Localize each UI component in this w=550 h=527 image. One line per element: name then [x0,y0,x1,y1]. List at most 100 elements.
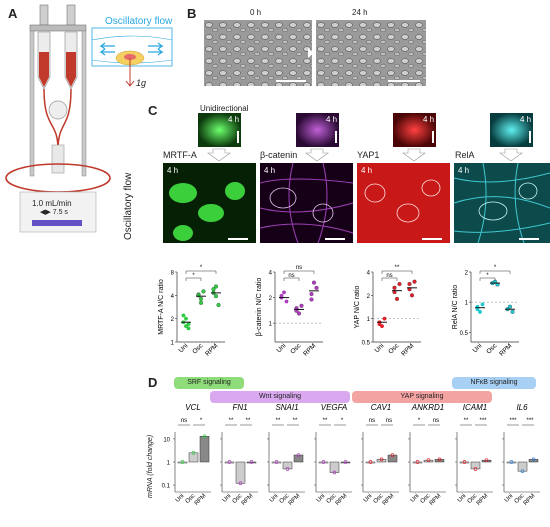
flow-rate-label: 1.0 mL/min [32,199,72,208]
x-tick-label: Uni [410,493,421,504]
y-tick-label: 1 [367,317,371,323]
significance-mark: ns [433,418,439,424]
x-tick-label: RPM [241,493,255,507]
significance-bracket [381,270,413,274]
data-point [426,458,431,463]
data-point [201,289,206,294]
data-point [332,470,337,475]
gene-label: ANKRD1 [411,404,444,412]
significance-mark: ** [323,418,328,424]
data-point [296,453,301,457]
y-tick-label: 4 [367,271,371,277]
data-point [409,293,415,298]
x-tick-label: RPM [302,342,317,357]
gravity-label: 1g [136,78,147,88]
data-point [279,293,284,298]
data-point [379,457,384,462]
significance-bracket [479,270,511,274]
significance-bracket [185,277,202,281]
data-point [211,287,216,292]
y-tick-label: 2 [465,271,469,277]
image-time-label: 4 h [458,166,470,175]
bar [340,461,351,464]
x-tick-label: Uni [457,493,468,504]
significance-mark: * [200,265,203,271]
image-time-label: 4 h [264,166,276,175]
x-tick-label: Osc [326,493,338,505]
bar [365,461,376,464]
data-point [285,467,290,471]
x-tick-label: RPM [476,493,490,507]
significance-mark: ** [293,418,298,424]
significance-mark: ** [395,265,400,271]
x-tick-label: Uni [222,493,233,504]
data-point [475,307,480,312]
data-point [311,280,317,285]
x-tick-label: Uni [363,493,374,504]
data-point [382,316,387,321]
x-tick-label: Osc [185,493,197,505]
y-tick-label: 1 [465,301,469,307]
data-point [299,303,304,308]
panel-label-d: D [148,375,158,390]
bar [235,461,246,484]
y-tick-label: 10 [163,437,170,443]
significance-mark: * [341,418,344,424]
data-point [368,460,373,464]
significance-mark: ** [276,418,281,424]
significance-mark: ns [369,418,375,424]
y-tick-label: 0.5 [362,341,371,347]
data-point [213,284,219,289]
data-point [191,450,196,455]
data-point [397,281,402,287]
period-label: ◀▶ 7.5 s [40,208,68,216]
data-point [282,290,286,295]
wnt-signaling-band: Wnt signaling [210,391,350,403]
significance-bracket [381,277,398,281]
bar [412,461,423,464]
phase-contrast-images [204,20,426,86]
y-tick-label: 4 [171,294,175,300]
mrna-ylabel: mRNA (fold change) [147,434,154,498]
panel-label-b: B [187,6,197,21]
data-point [390,453,395,457]
panel-label-c: C [148,103,158,118]
x-tick-label: Osc [467,493,479,505]
significance-mark: *** [526,418,534,424]
gene-label: ICAM1 [463,404,487,412]
bar [271,461,282,464]
significance-mark: * [486,273,489,279]
significance-bracket [185,270,217,274]
x-tick-label: RPM [288,493,302,507]
data-point [249,460,254,464]
significance-mark: ns [296,265,302,271]
data-point [392,285,397,290]
x-tick-label: Osc [387,342,401,356]
immunofluorescence-images [163,113,550,243]
marker-label-yap1: YAP1 [357,150,380,160]
data-point [213,294,219,299]
bar [470,461,481,470]
x-tick-label: RPM [204,342,219,357]
marker-label-rela: RelA [455,150,475,160]
significance-bracket [479,277,496,281]
y-axis-label: MRTF-A N/C ratio [158,279,165,335]
data-point [216,302,221,308]
bar [246,461,257,464]
y-tick-label: 4 [269,271,273,277]
x-tick-label: RPM [382,493,396,507]
x-tick-label: RPM [335,493,349,507]
data-point [480,302,485,307]
x-tick-label: RPM [498,342,513,357]
x-tick-label: RPM [429,493,443,507]
x-tick-label: Osc [232,493,244,505]
bar [224,461,235,464]
bar [387,454,398,463]
y-tick-label: 1 [171,341,175,347]
y-tick-label: 8 [171,271,175,277]
srf-signaling-band: SRF signaling [174,377,244,389]
y-tick-label: 0.1 [162,484,171,490]
x-tick-label: RPM [523,493,537,507]
data-point [412,279,417,284]
